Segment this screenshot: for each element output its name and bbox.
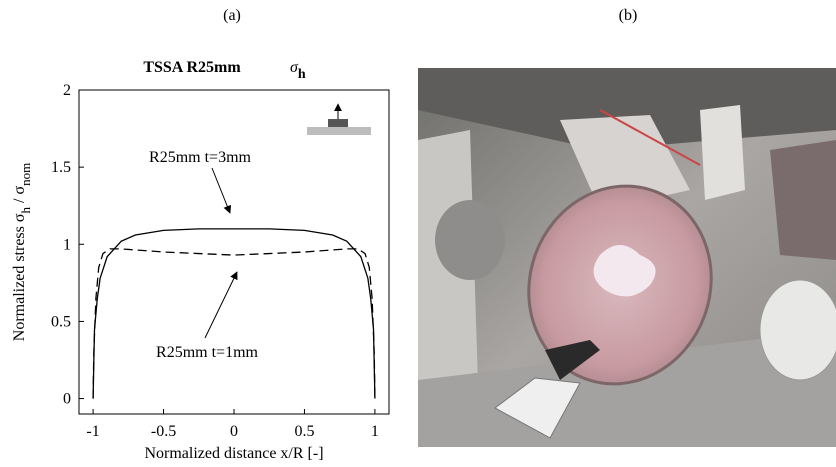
panel-label: (b)	[619, 7, 638, 24]
title-symbol-subscript: h	[298, 67, 306, 82]
inset-block	[328, 119, 348, 127]
y-label-part: Normalized stress σ	[11, 213, 28, 341]
title-symbol: σh	[290, 59, 306, 82]
chart-title: TSSA R25mm	[143, 59, 241, 76]
panel-label: (a)	[223, 7, 241, 24]
y-label-subscript: h	[18, 207, 33, 214]
x-tick-label: 0	[230, 423, 238, 440]
data-line	[92, 228, 376, 399]
series-annotation: R25mm t=3mm	[149, 149, 251, 166]
x-tick-label: 0.5	[294, 423, 314, 440]
data-line	[92, 248, 376, 399]
x-tick-label: 1	[371, 423, 379, 440]
title-symbol-letter: σ	[290, 59, 299, 76]
photo	[418, 68, 836, 447]
y-tick-label: 1	[63, 236, 71, 253]
series-annotation: R25mm t=1mm	[156, 344, 258, 361]
y-label-subscript: nom	[18, 163, 33, 186]
x-axis-label: Normalized distance x/R [-]	[144, 445, 323, 462]
annotation-arrow	[211, 167, 232, 214]
y-axis-label: Normalized stress σh / σnom	[11, 163, 33, 341]
x-tick-label: -0.5	[151, 423, 176, 440]
y-tick-label: 1.5	[51, 159, 71, 176]
chart: -1 -0.5 0 0.5 1 0 0.5 1 1.5 2 Normalized distance …	[11, 59, 390, 462]
x-tick-label: -1	[86, 423, 99, 440]
y-label-part: / σ	[11, 186, 28, 207]
plot-frame	[78, 89, 390, 415]
annotation-arrow	[204, 271, 238, 339]
y-tick-label: 2	[63, 82, 71, 99]
y-tick-label: 0	[63, 391, 71, 408]
inset-plate	[307, 127, 371, 135]
y-tick-label: 0.5	[51, 313, 71, 330]
